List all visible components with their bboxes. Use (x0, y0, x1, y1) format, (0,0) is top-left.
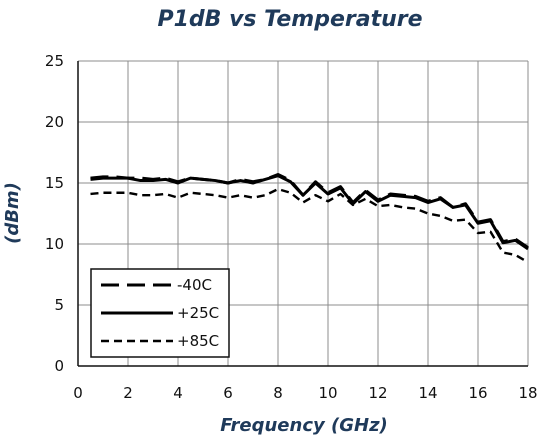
series-layer (90, 172, 529, 264)
y-tick-label: 20 (45, 113, 64, 131)
x-tick-label: 4 (173, 384, 183, 402)
x-tick-label: 16 (468, 384, 487, 402)
x-tick-label: 12 (368, 384, 387, 402)
series-line-3 (90, 187, 529, 264)
x-tick-label: 2 (123, 384, 133, 402)
tick-label-layer: 0 2 4 6 8 10 12 14 16 18 0 5 10 15 20 25 (45, 52, 538, 402)
chart-title: P1dB vs Temperature (157, 7, 422, 32)
x-tick-label: 6 (223, 384, 233, 402)
y-axis-label: (dBm) (2, 182, 23, 244)
axis-layer (77, 61, 528, 367)
x-tick-label: 18 (518, 384, 537, 402)
y-tick-label: 15 (45, 174, 64, 192)
y-tick-label: 5 (54, 296, 64, 314)
x-tick-label: 8 (273, 384, 283, 402)
x-tick-label: 0 (73, 384, 83, 402)
legend: -40C +25C +85C (90, 268, 230, 358)
legend-label-2: +25C (177, 304, 219, 322)
legend-label-3: +85C (177, 332, 219, 350)
legend-label-1: -40C (177, 276, 212, 294)
y-tick-label: 0 (54, 357, 64, 375)
x-tick-label: 10 (318, 384, 337, 402)
series-line-2 (90, 174, 529, 251)
y-tick-label: 10 (45, 235, 64, 253)
y-tick-label: 25 (45, 52, 64, 70)
series-line-1 (90, 172, 529, 249)
x-tick-label: 14 (418, 384, 437, 402)
x-axis-label: Frequency (GHz) (220, 415, 388, 436)
